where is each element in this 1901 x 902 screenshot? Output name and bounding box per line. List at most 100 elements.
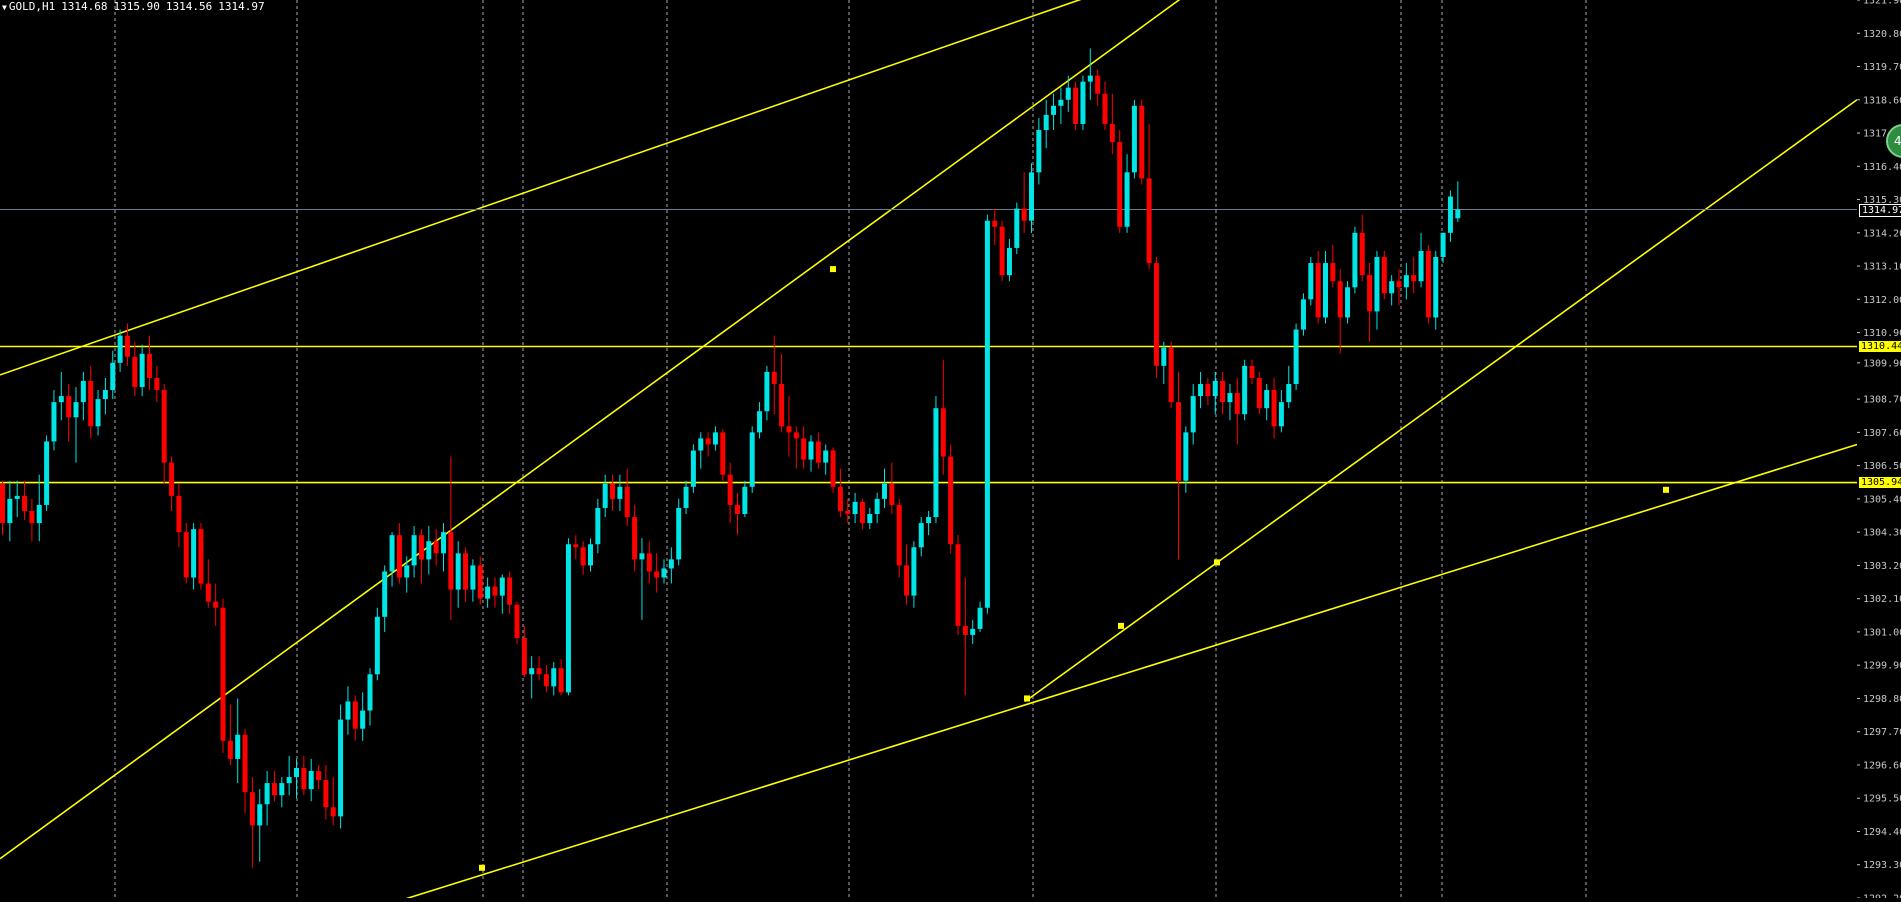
candle-body <box>382 571 388 617</box>
axis-tick-label: 1313.10 <box>1863 262 1901 273</box>
candle-body <box>1418 250 1424 282</box>
candle-body <box>1381 257 1387 294</box>
hline-lower-price-label[interactable]: 1305.94 <box>1859 476 1901 488</box>
axis-tick-label: 1316.40 <box>1863 162 1901 173</box>
axis-tick-label: 1298.80 <box>1863 694 1901 705</box>
candle-body <box>1153 263 1159 366</box>
axis-tick-label: 1293.30 <box>1863 860 1901 871</box>
candle-body <box>308 771 314 790</box>
axis-tick-label: 1306.50 <box>1863 461 1901 472</box>
candle-body <box>448 532 454 590</box>
candle-body <box>801 438 807 460</box>
candle-body <box>279 783 285 796</box>
candle-body <box>1102 93 1108 124</box>
candle-body <box>485 586 491 599</box>
candle-body <box>1095 75 1101 94</box>
candle-body <box>124 335 130 357</box>
ohlc-open: 1314.68 <box>61 0 108 13</box>
axis-tick-label: 1317.50 <box>1863 129 1901 140</box>
axis-tick-label: 1297.70 <box>1863 727 1901 738</box>
trendline-handle[interactable] <box>1663 486 1669 493</box>
axis-tick-label: 1312.00 <box>1863 295 1901 306</box>
candle-body <box>1029 172 1034 221</box>
axis-tick-label: 1318.60 <box>1863 95 1901 106</box>
candle-body <box>830 450 836 487</box>
trendline-handle[interactable] <box>830 266 836 273</box>
candle-body <box>418 535 424 560</box>
axis-tick-label: 1304.30 <box>1863 528 1901 539</box>
current-price-label: 1314.97 <box>1859 203 1901 217</box>
candle-body <box>661 568 667 578</box>
candle-body <box>1198 383 1204 397</box>
hline-upper-price-label[interactable]: 1310.44 <box>1859 340 1901 352</box>
candle-body <box>676 507 682 560</box>
trendline-handle[interactable] <box>1118 622 1124 629</box>
candle-body <box>933 408 939 518</box>
trendline-handle[interactable] <box>479 864 485 871</box>
candle-body <box>1205 383 1211 397</box>
trendline <box>0 0 1181 860</box>
candle-body <box>837 486 843 511</box>
candle-body <box>1315 263 1321 318</box>
trendline-handle[interactable] <box>1214 559 1220 566</box>
candle-body <box>1220 380 1226 403</box>
candle-body <box>360 710 366 729</box>
grid-layer <box>114 0 1587 898</box>
candle-body <box>639 553 645 560</box>
candle-body <box>352 701 358 729</box>
candle-body <box>411 535 417 566</box>
candle-body <box>823 450 829 463</box>
candle-body <box>808 441 814 460</box>
candle-body <box>463 553 469 590</box>
candle-body <box>580 547 586 566</box>
candle-body <box>271 783 277 796</box>
candle-body <box>595 507 601 545</box>
candle-body <box>742 486 748 515</box>
candle-body <box>374 616 380 675</box>
candle-body <box>242 734 248 793</box>
candle-body <box>257 804 263 826</box>
candle-body <box>1021 208 1027 221</box>
candle-body <box>683 486 689 508</box>
candle-body <box>95 399 101 427</box>
candle-body <box>0 483 5 524</box>
candle-body <box>690 450 696 487</box>
candle-body <box>712 432 718 445</box>
axis-tick-label: 1319.70 <box>1863 62 1901 73</box>
candle-body <box>1168 347 1174 403</box>
candle-body <box>1161 347 1167 366</box>
axis-tick-label: 1302.10 <box>1863 594 1901 605</box>
dropdown-triangle-icon[interactable]: ▼ <box>2 3 7 12</box>
horizontal-line-layer <box>0 209 1857 484</box>
trendline <box>405 443 1858 898</box>
candle-body <box>845 510 851 515</box>
candle-body <box>1139 105 1145 179</box>
axis-tick-label: 1292.20 <box>1863 894 1901 899</box>
candle-body <box>470 565 476 590</box>
candle-body <box>536 668 542 675</box>
ohlc-high: 1315.90 <box>113 0 160 13</box>
candle-body <box>80 380 86 403</box>
candle-body <box>345 701 351 720</box>
candle-body <box>602 483 608 508</box>
candle-body <box>235 734 241 759</box>
candle-body <box>66 396 72 418</box>
candle-body <box>29 510 35 524</box>
axis-tick-label: 1320.80 <box>1863 29 1901 40</box>
candle-body <box>1080 81 1086 124</box>
candle-body <box>646 553 652 572</box>
candle-body <box>7 498 13 524</box>
candle-body <box>389 535 395 572</box>
candle-body <box>911 547 917 596</box>
candle-body <box>1212 380 1218 397</box>
candle-body <box>654 571 660 578</box>
candle-body <box>1264 390 1270 409</box>
candle-body <box>1337 281 1343 318</box>
candle-body <box>1374 257 1380 312</box>
candle-body <box>793 432 799 439</box>
candle-layer <box>0 48 1461 868</box>
trendline-handle[interactable] <box>1024 695 1030 702</box>
trendline <box>0 0 1082 376</box>
